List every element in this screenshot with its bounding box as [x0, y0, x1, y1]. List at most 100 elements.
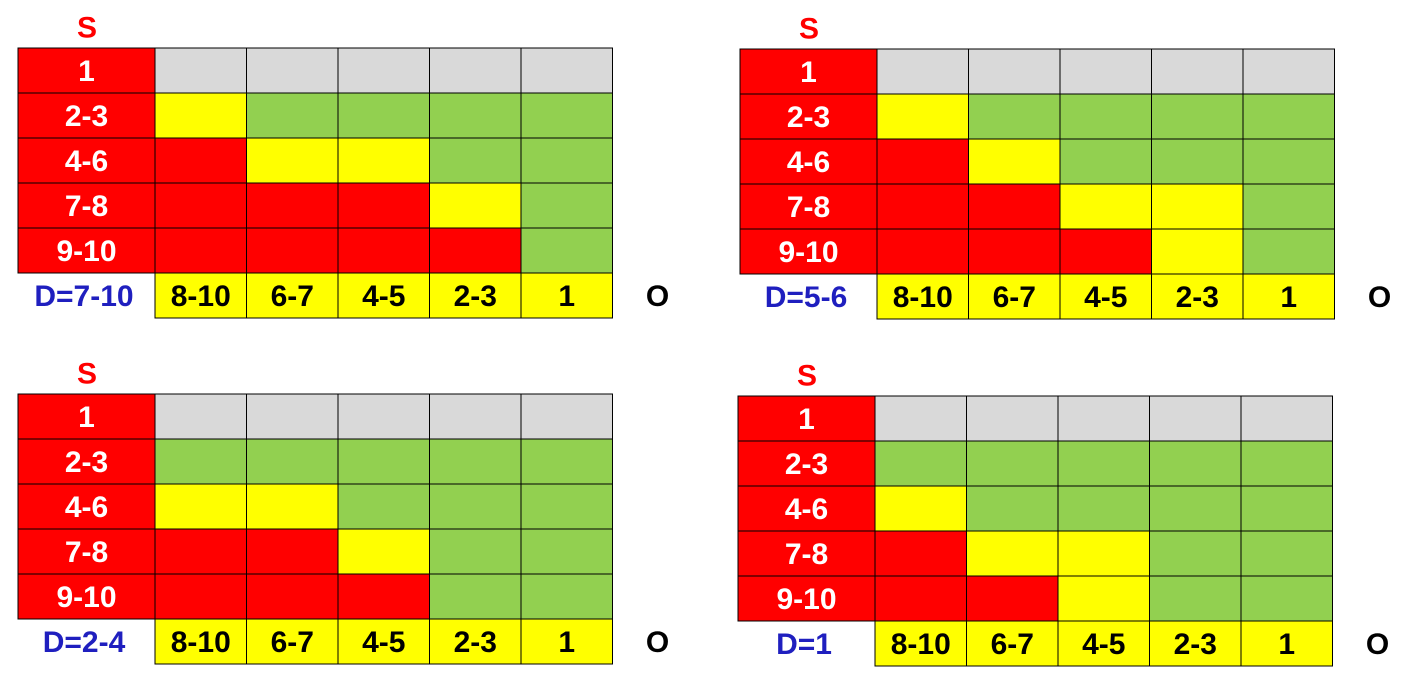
matrix-cell — [520, 92, 613, 139]
matrix-cell — [246, 393, 339, 440]
row-header — [17, 137, 156, 184]
matrix-cell — [876, 228, 969, 275]
column-label: 8-10 — [893, 281, 953, 314]
row-label: 4-6 — [65, 145, 108, 178]
matrix-cell — [246, 92, 339, 139]
matrix-cell — [1149, 575, 1242, 622]
column-header — [1149, 620, 1242, 667]
matrix-cell — [1240, 395, 1333, 442]
d-label: D=7-10 — [34, 280, 133, 313]
row-label: 4-6 — [65, 491, 108, 524]
matrix-cell — [966, 440, 1059, 487]
matrix-cell — [337, 438, 430, 485]
row-label: 1 — [78, 55, 95, 88]
column-label: 4-5 — [362, 626, 405, 659]
column-header — [1057, 620, 1150, 667]
matrix-cell — [876, 138, 969, 185]
column-label: 1 — [1278, 628, 1295, 661]
column-label: 2-3 — [1176, 281, 1219, 314]
matrix-cell — [876, 48, 969, 95]
d-label: D=2-4 — [43, 626, 126, 659]
row-label: 2-3 — [785, 448, 828, 481]
row-label: 2-3 — [65, 100, 108, 133]
s-label: S — [799, 13, 819, 46]
matrix-cell — [1242, 228, 1335, 275]
s-label: S — [77, 12, 97, 45]
matrix-cell — [1149, 440, 1242, 487]
matrix-cell — [520, 438, 613, 485]
column-header — [874, 620, 967, 667]
column-header — [246, 272, 339, 319]
row-label: 7-8 — [787, 191, 830, 224]
matrix-cell — [1149, 395, 1242, 442]
row-label: 1 — [800, 56, 817, 89]
matrix-cell — [1242, 138, 1335, 185]
matrix-cell — [874, 395, 967, 442]
matrix-cell — [246, 182, 339, 229]
row-label: 7-8 — [65, 536, 108, 569]
matrix-cell — [429, 438, 522, 485]
row-header — [17, 438, 156, 485]
column-label: 2-3 — [1174, 628, 1217, 661]
matrix-cell — [520, 227, 613, 274]
matrix-cell — [154, 47, 247, 94]
matrix-cell — [337, 573, 430, 620]
matrix-cell — [874, 530, 967, 577]
matrix-cell — [1059, 138, 1152, 185]
row-label: 2-3 — [787, 101, 830, 134]
column-label: 6-7 — [271, 280, 314, 313]
row-label: 2-3 — [65, 446, 108, 479]
matrix-cell — [429, 92, 522, 139]
matrix-cell — [154, 227, 247, 274]
column-label: 4-5 — [362, 280, 405, 313]
row-header — [737, 575, 876, 622]
matrix-cell — [1059, 48, 1152, 95]
column-label: 6-7 — [991, 628, 1034, 661]
matrix-cell — [1149, 485, 1242, 532]
row-label: 7-8 — [65, 190, 108, 223]
matrix-cell — [429, 528, 522, 575]
matrix-cell — [1240, 575, 1333, 622]
column-label: 6-7 — [271, 626, 314, 659]
column-label: 1 — [1280, 281, 1297, 314]
matrix-cell — [1057, 485, 1150, 532]
column-label: 2-3 — [454, 626, 497, 659]
matrix-cell — [1151, 183, 1244, 230]
matrix-cell — [1240, 530, 1333, 577]
row-label: 4-6 — [787, 146, 830, 179]
matrix-cell — [154, 92, 247, 139]
o-label: O — [646, 626, 669, 659]
matrix-cell — [429, 47, 522, 94]
matrix-cell — [520, 573, 613, 620]
column-label: 8-10 — [891, 628, 951, 661]
matrix-cell — [1151, 48, 1244, 95]
matrix-cell — [246, 483, 339, 530]
matrix-cell — [337, 47, 430, 94]
matrix-cell — [520, 182, 613, 229]
row-label: 9-10 — [56, 235, 116, 268]
column-label: 1 — [558, 626, 575, 659]
column-header — [154, 272, 247, 319]
row-header — [17, 47, 156, 94]
column-header — [520, 618, 613, 665]
matrix-cell — [246, 47, 339, 94]
matrix-cell — [520, 137, 613, 184]
matrix-cell — [154, 182, 247, 229]
column-header — [968, 273, 1061, 320]
matrix-cell — [1242, 183, 1335, 230]
column-header — [966, 620, 1059, 667]
o-label: O — [646, 280, 669, 313]
row-header — [737, 395, 876, 442]
matrix-cell — [968, 183, 1061, 230]
matrix-cell — [520, 483, 613, 530]
matrix-cell — [1242, 48, 1335, 95]
matrix-cell — [154, 137, 247, 184]
row-label: 4-6 — [785, 493, 828, 526]
row-label: 1 — [798, 403, 815, 436]
matrix-cell — [874, 440, 967, 487]
matrix-cell — [1151, 93, 1244, 140]
matrix-cell — [429, 227, 522, 274]
matrix-cell — [1057, 575, 1150, 622]
row-header — [17, 483, 156, 530]
